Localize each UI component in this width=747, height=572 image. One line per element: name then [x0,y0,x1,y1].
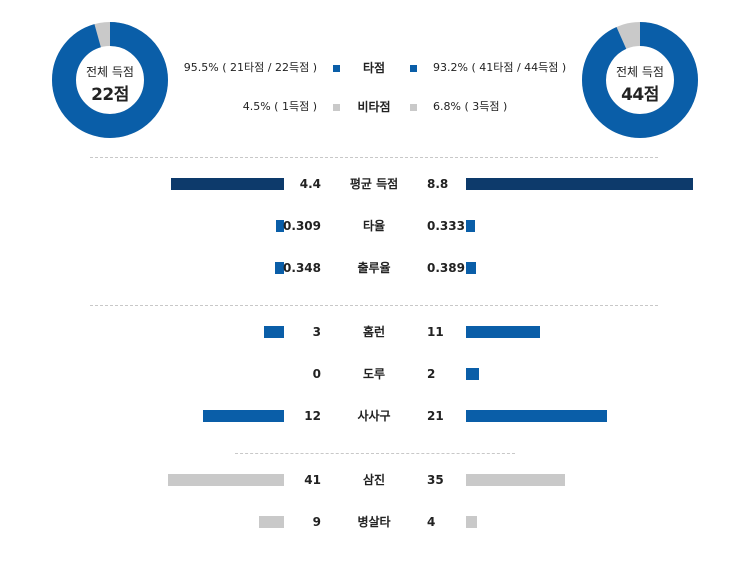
right-value-on-base-pct: 0.389 [427,261,465,275]
right-bar-on-base-pct [466,262,477,274]
legend-swatch-right-rbi [410,65,417,72]
left-donut-hit-segment [52,22,168,138]
right-value-double-plays: 4 [427,515,436,529]
right-value-batting-avg: 0.333 [427,219,465,233]
legend-center-non-rbi: 비타점 [357,100,391,114]
right-total-value: 44점 [621,85,659,105]
right-total-donut [582,22,698,138]
legend-left-non-rbi: 4.5% ( 1득점 ) [242,100,317,113]
category-label-batting-avg: 타율 [362,219,386,233]
divider-bottom [235,453,515,454]
divider-middle [90,305,658,306]
right-bar-walks-hbp [466,410,608,422]
stat-row-stolen-bases: 0 도루 2 [0,366,747,382]
left-value-avg-runs: 4.4 [299,177,321,191]
left-bar-strikeouts [168,474,284,486]
left-total-text: 전체 득점 22점 [50,63,170,105]
right-donut-hit-segment [582,22,698,138]
legend-right-non-rbi: 6.8% ( 3득점 ) [433,100,508,113]
left-value-batting-avg: 0.309 [283,219,321,233]
legend-center-rbi: 타점 [362,61,386,75]
left-value-walks-hbp: 12 [304,409,321,423]
left-total-donut [52,22,168,138]
category-label-walks-hbp: 사사구 [357,409,391,423]
legend-right-rbi: 93.2% ( 41타점 / 44득점 ) [433,61,567,74]
left-bar-batting-avg [276,220,284,232]
right-value-home-runs: 11 [427,325,444,339]
right-bar-strikeouts [466,474,565,486]
legend-swatch-right-non-rbi [410,104,417,111]
right-bar-double-plays [466,516,478,528]
left-bar-walks-hbp [203,410,284,422]
stat-row-walks-hbp: 12 사사구 21 [0,408,747,424]
stat-row-home-runs: 3 홈런 11 [0,324,747,340]
left-bar-avg-runs [170,178,284,190]
category-label-home-runs: 홈런 [362,325,386,339]
right-total-label: 전체 득점 [616,65,664,79]
left-bar-home-runs [263,326,284,338]
legend-swatch-left-rbi [333,65,340,72]
stat-row-double-plays: 9 병살타 4 [0,514,747,530]
stat-row-avg-runs: 4.4 평균 득점 8.8 [0,176,747,192]
right-value-avg-runs: 8.8 [427,177,449,191]
right-value-stolen-bases: 2 [427,367,436,381]
legend-swatch-left-non-rbi [333,104,340,111]
left-total-value: 22점 [91,85,129,105]
right-bar-stolen-bases [466,368,480,380]
left-value-on-base-pct: 0.348 [283,261,321,275]
left-bar-on-base-pct [275,262,284,274]
category-label-strikeouts: 삼진 [362,473,386,487]
left-value-stolen-bases: 0 [312,367,321,381]
legend-row-non-rbi: 4.5% ( 1득점 ) 비타점 6.8% ( 3득점 ) [0,98,747,116]
right-value-strikeouts: 35 [427,473,444,487]
category-label-stolen-bases: 도루 [362,367,386,381]
right-bar-avg-runs [466,178,693,190]
category-label-on-base-pct: 출루율 [357,261,391,275]
stat-row-strikeouts: 41 삼진 35 [0,472,747,488]
right-total-text: 전체 득점 44점 [580,63,700,105]
category-label-avg-runs: 평균 득점 [349,177,399,191]
divider-top [90,157,658,158]
left-value-double-plays: 9 [312,515,321,529]
right-value-walks-hbp: 21 [427,409,444,423]
left-value-strikeouts: 41 [304,473,321,487]
left-value-home-runs: 3 [312,325,321,339]
stat-row-on-base-pct: 0.348 출루율 0.389 [0,260,747,276]
legend-row-rbi: 95.5% ( 21타점 / 22득점 ) 타점 93.2% ( 41타점 / … [0,59,747,77]
right-bar-home-runs [466,326,540,338]
legend-left-rbi: 95.5% ( 21타점 / 22득점 ) [183,61,317,74]
right-bar-batting-avg [466,220,475,232]
left-total-label: 전체 득점 [86,65,134,79]
left-bar-double-plays [258,516,284,528]
category-label-double-plays: 병살타 [357,515,391,529]
stat-row-batting-avg: 0.309 타율 0.333 [0,218,747,234]
